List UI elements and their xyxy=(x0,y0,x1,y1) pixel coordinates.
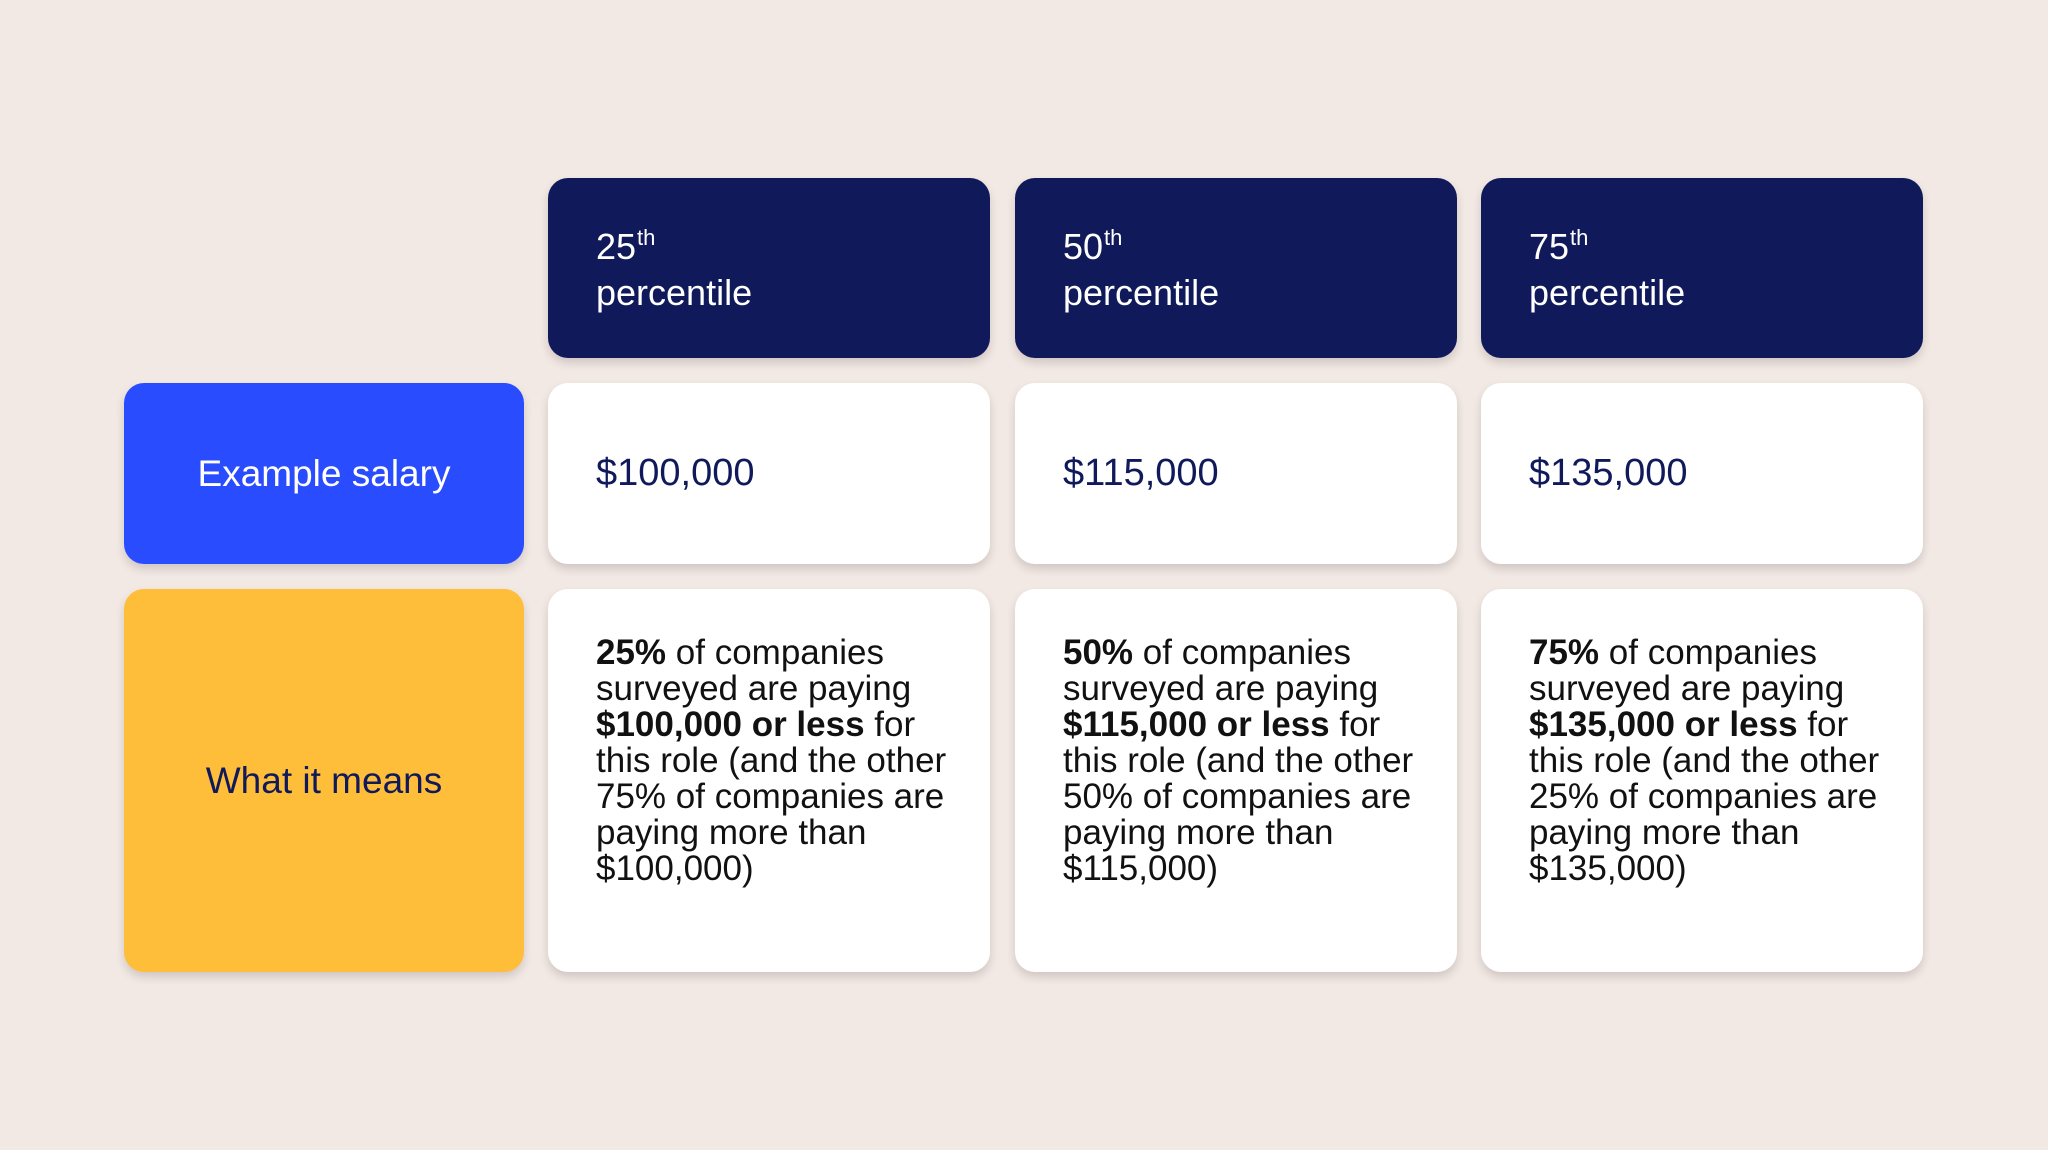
means-percent: 75% xyxy=(1529,633,1600,672)
header-rank: 50th xyxy=(1063,225,1457,272)
row-label-text: Example salary xyxy=(197,452,451,494)
means-amount: $135,000 or less xyxy=(1529,705,1798,744)
header-rank-number: 50 xyxy=(1063,226,1104,267)
salary-value: $135,000 xyxy=(1529,452,1688,494)
means-cell-25th: 25% of companies surveyed are paying $10… xyxy=(548,589,990,972)
means-text-part2: for this role (and the other 75% of comp… xyxy=(596,705,947,888)
header-rank: 25th xyxy=(596,225,990,272)
row-label-what-it-means: What it means xyxy=(124,589,524,972)
header-rank-suffix: th xyxy=(637,225,656,250)
salary-value: $100,000 xyxy=(596,452,755,494)
header-word: percentile xyxy=(1529,272,1686,313)
means-text-part1: of companies surveyed are paying xyxy=(1529,633,1845,708)
header-word: percentile xyxy=(596,272,753,313)
means-cell-50th: 50% of companies surveyed are paying $11… xyxy=(1015,589,1457,972)
salary-value: $115,000 xyxy=(1063,452,1219,494)
row-label-example-salary: Example salary xyxy=(124,383,524,564)
means-percent: 25% xyxy=(596,633,667,672)
header-word: percentile xyxy=(1063,272,1220,313)
header-rank-number: 25 xyxy=(596,226,637,267)
header-25th-percentile: 25th percentile xyxy=(548,178,990,358)
means-text-part2: for this role (and the other 25% of comp… xyxy=(1529,705,1880,888)
header-rank: 75th xyxy=(1529,225,1923,272)
means-cell-75th: 75% of companies surveyed are paying $13… xyxy=(1481,589,1923,972)
header-75th-percentile: 75th percentile xyxy=(1481,178,1923,358)
means-text-part1: of companies surveyed are paying xyxy=(596,633,912,708)
salary-cell-25th: $100,000 xyxy=(548,383,990,564)
means-text-part2: for this role (and the other 50% of comp… xyxy=(1063,705,1414,888)
means-text-part1: of companies surveyed are paying xyxy=(1063,633,1379,708)
header-rank-suffix: th xyxy=(1570,225,1589,250)
means-amount: $115,000 or less xyxy=(1063,705,1330,744)
salary-cell-50th: $115,000 xyxy=(1015,383,1457,564)
salary-cell-75th: $135,000 xyxy=(1481,383,1923,564)
header-50th-percentile: 50th percentile xyxy=(1015,178,1457,358)
means-amount: $100,000 or less xyxy=(596,705,865,744)
means-percent: 50% xyxy=(1063,633,1134,672)
header-rank-number: 75 xyxy=(1529,226,1570,267)
row-label-text: What it means xyxy=(205,759,443,801)
header-rank-suffix: th xyxy=(1104,225,1123,250)
